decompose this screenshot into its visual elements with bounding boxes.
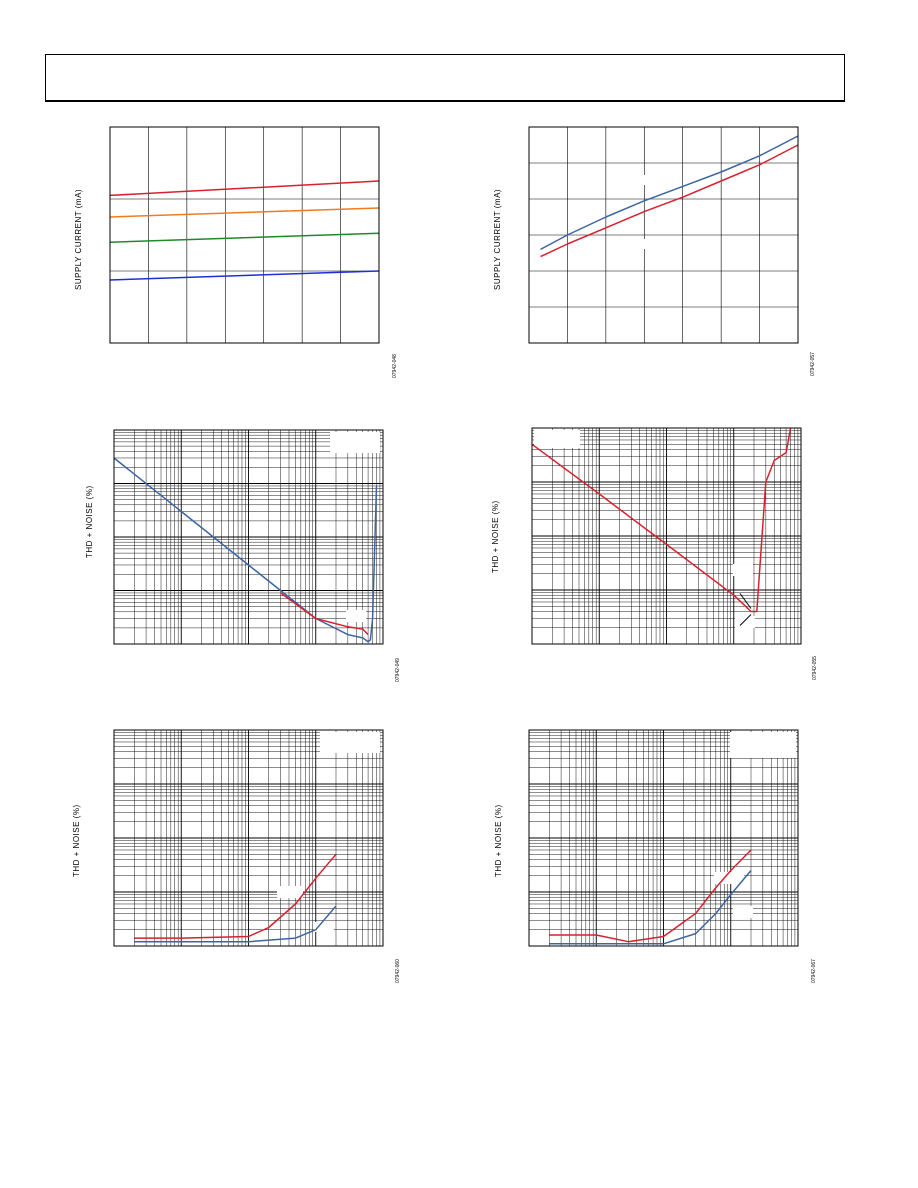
plot-frame <box>113 729 384 947</box>
page-header <box>45 54 845 102</box>
ylabel-c6: THD + NOISE (%) <box>494 804 503 877</box>
annotation-box <box>534 430 580 448</box>
series-line-red <box>280 592 369 636</box>
annotation-box <box>735 616 755 628</box>
chart-panel-3 <box>113 429 384 645</box>
annotation-box <box>733 906 753 918</box>
chart-plot-c3 <box>113 429 384 645</box>
series-line-red <box>109 180 380 197</box>
annotation-arrow <box>739 593 752 609</box>
annotation-box <box>330 432 380 453</box>
series-line-steel <box>540 135 799 251</box>
figure-id-c3: 07942-049 <box>395 658 401 682</box>
chart-plot-c4 <box>531 427 802 645</box>
ylabel-c4: THD + NOISE (%) <box>491 500 500 573</box>
series-line-blue <box>109 270 380 281</box>
series-line-red <box>531 427 792 613</box>
annotation-box <box>277 886 303 898</box>
chart-plot-c1 <box>109 126 380 344</box>
chart-panel-2 <box>528 126 799 344</box>
grid-c2 <box>529 127 798 343</box>
annotation-box <box>628 175 658 185</box>
series-line-red <box>540 144 799 258</box>
plot-frame <box>528 729 799 947</box>
annotation-box <box>628 239 676 249</box>
series-line-steel <box>113 457 378 643</box>
ylabel-c1: SUPPLY CURRENT (mA) <box>74 188 83 290</box>
annotation-box <box>730 732 796 758</box>
figure-id-c5: 07942-060 <box>395 959 401 983</box>
grid-c6 <box>528 730 798 947</box>
figure-id-c4: 07942-055 <box>812 656 818 680</box>
chart-panel-1 <box>109 126 380 344</box>
ylabel-c5: THD + NOISE (%) <box>72 804 81 877</box>
series-line-steel <box>549 870 752 945</box>
series-line-steel <box>134 905 337 943</box>
series-line-red <box>134 853 337 939</box>
chart-plot-c5 <box>113 729 384 947</box>
plot-frame <box>113 429 384 645</box>
grid-c3 <box>113 430 383 645</box>
annotation-arrow <box>739 614 752 626</box>
annotation-box <box>346 610 366 622</box>
annotation-box <box>733 564 753 576</box>
grid-c4 <box>531 428 801 645</box>
annotation-box <box>320 732 380 753</box>
ylabel-c2: SUPPLY CURRENT (mA) <box>493 188 502 290</box>
series-line-orange <box>109 207 380 218</box>
chart-panel-4 <box>531 427 802 645</box>
chart-plot-c2 <box>528 126 799 344</box>
ylabel-c3: THD + NOISE (%) <box>85 485 94 558</box>
series-line-red <box>549 849 752 943</box>
plot-frame <box>531 427 802 645</box>
annotation-box <box>314 922 334 932</box>
figure-id-c1: 07942-048 <box>392 354 398 378</box>
figure-id-c2: 07942-057 <box>810 352 816 376</box>
plot-frame <box>109 126 380 344</box>
chart-panel-6 <box>528 729 799 947</box>
series-line-green <box>109 232 380 243</box>
grid-c5 <box>113 730 383 947</box>
chart-plot-c6 <box>528 729 799 947</box>
chart-panel-5 <box>113 729 384 947</box>
annotation-box <box>714 872 744 884</box>
plot-frame <box>528 126 799 344</box>
figure-id-c6: 07942-067 <box>811 959 817 983</box>
